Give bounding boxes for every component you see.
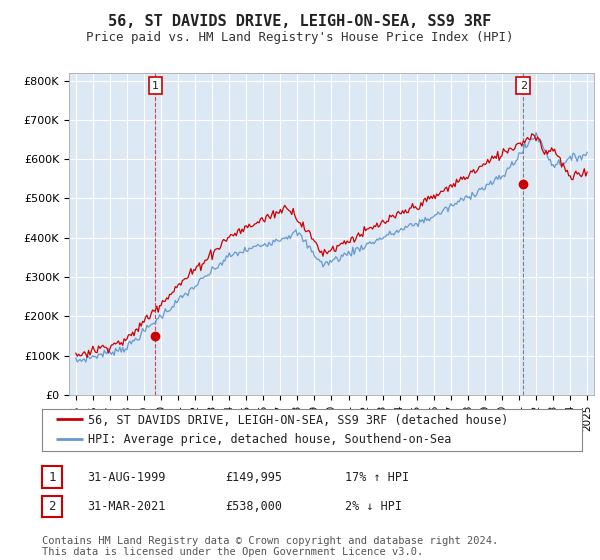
Text: 1: 1 [49,470,56,484]
Text: 31-MAR-2021: 31-MAR-2021 [87,500,166,514]
Text: £538,000: £538,000 [225,500,282,514]
Text: £149,995: £149,995 [225,470,282,484]
Text: 17% ↑ HPI: 17% ↑ HPI [345,470,409,484]
Text: 31-AUG-1999: 31-AUG-1999 [87,470,166,484]
Text: 2: 2 [49,500,56,514]
Text: Contains HM Land Registry data © Crown copyright and database right 2024.
This d: Contains HM Land Registry data © Crown c… [42,535,498,557]
Text: HPI: Average price, detached house, Southend-on-Sea: HPI: Average price, detached house, Sout… [88,433,451,446]
Text: Price paid vs. HM Land Registry's House Price Index (HPI): Price paid vs. HM Land Registry's House … [86,31,514,44]
Text: 56, ST DAVIDS DRIVE, LEIGH-ON-SEA, SS9 3RF (detached house): 56, ST DAVIDS DRIVE, LEIGH-ON-SEA, SS9 3… [88,414,508,427]
Text: 2% ↓ HPI: 2% ↓ HPI [345,500,402,514]
Text: 2: 2 [520,81,527,91]
Text: 56, ST DAVIDS DRIVE, LEIGH-ON-SEA, SS9 3RF: 56, ST DAVIDS DRIVE, LEIGH-ON-SEA, SS9 3… [109,14,491,29]
Text: 1: 1 [152,81,159,91]
